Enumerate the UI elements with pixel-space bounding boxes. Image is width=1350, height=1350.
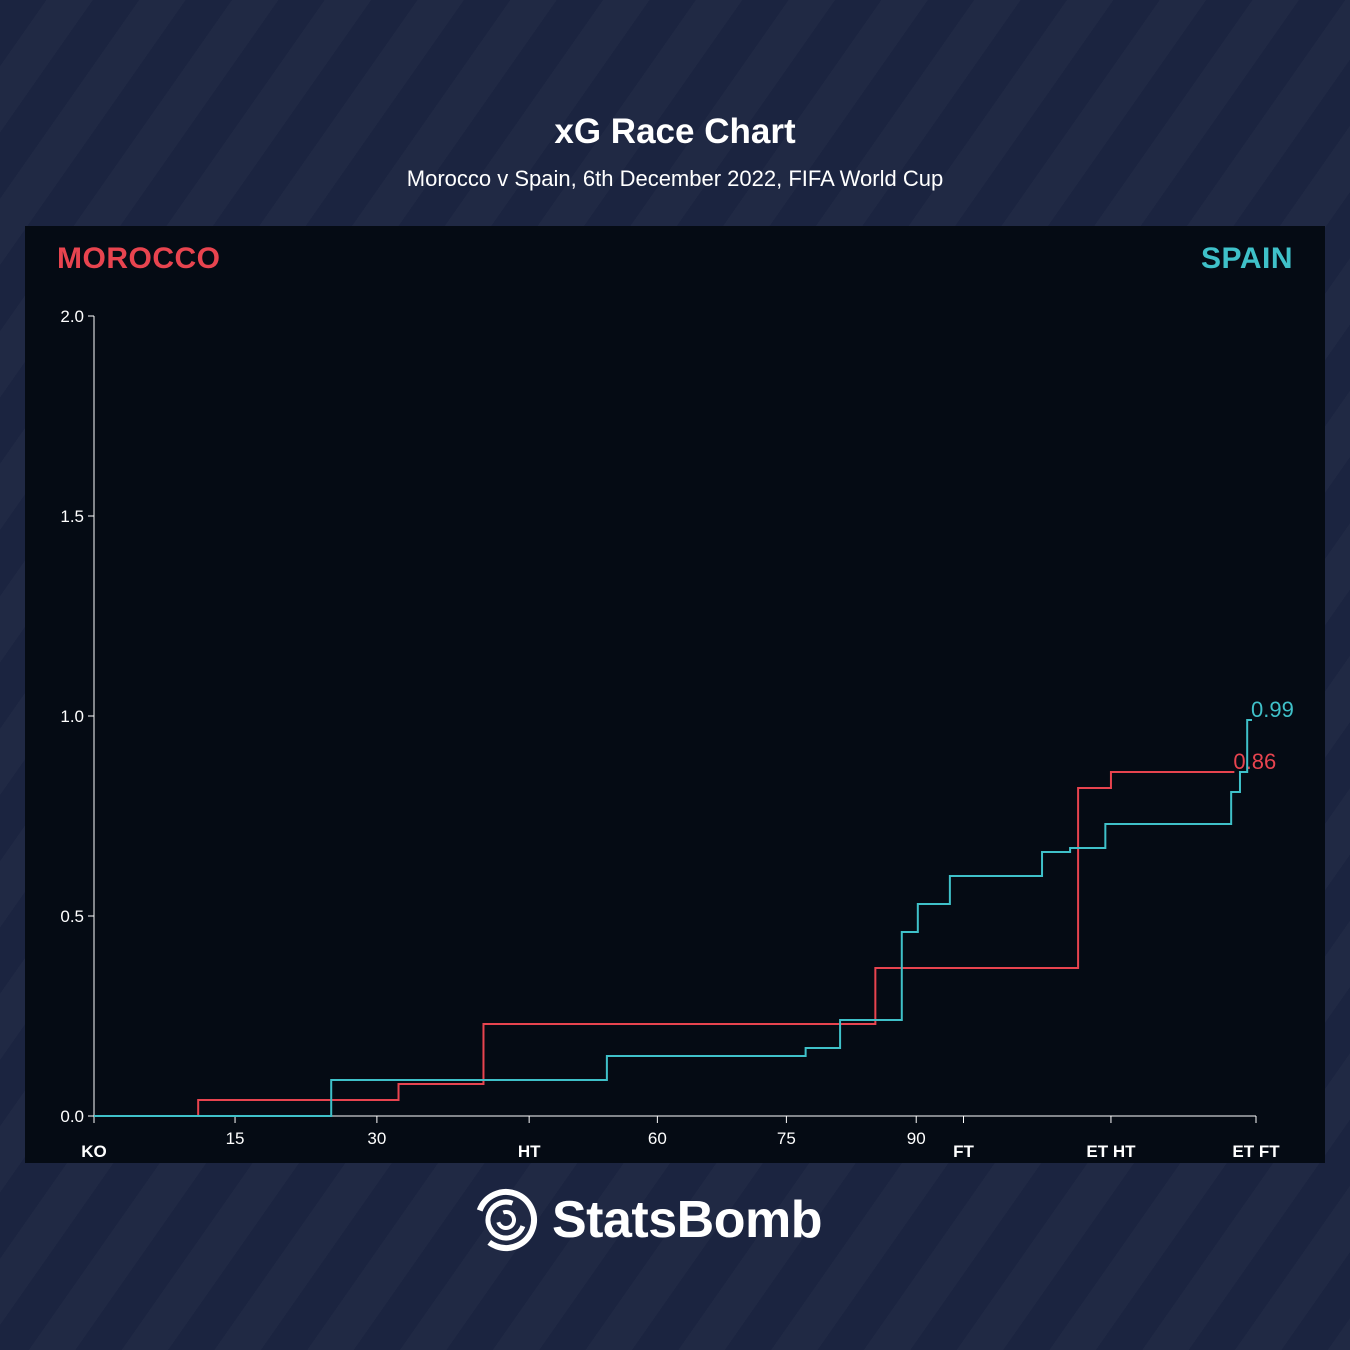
- period-label: KO: [81, 1142, 107, 1161]
- chart-title: xG Race Chart: [554, 112, 796, 151]
- final-value-label-morocco: 0.86: [1233, 749, 1276, 774]
- chart-subtitle: Morocco v Spain, 6th December 2022, FIFA…: [406, 166, 944, 191]
- period-label: ET HT: [1086, 1142, 1136, 1161]
- statsbomb-logo: StatsBomb: [474, 1188, 822, 1252]
- x-tick-label: 30: [367, 1129, 386, 1148]
- chart-panel: [25, 226, 1325, 1163]
- team-label-spain: SPAIN: [1201, 242, 1293, 275]
- final-value-label-spain: 0.99: [1251, 697, 1294, 722]
- y-tick-label: 0.5: [60, 907, 84, 926]
- x-tick-label: 90: [907, 1129, 926, 1148]
- team-label-morocco: MOROCCO: [57, 242, 221, 275]
- period-label: ET FT: [1232, 1142, 1280, 1161]
- y-tick-label: 2.0: [60, 307, 84, 326]
- statsbomb-wordmark: StatsBomb: [552, 1191, 822, 1249]
- x-tick-label: 15: [226, 1129, 245, 1148]
- x-tick-label: 60: [648, 1129, 667, 1148]
- period-label: HT: [518, 1142, 541, 1161]
- y-tick-label: 1.0: [60, 707, 84, 726]
- x-tick-label: 75: [777, 1129, 796, 1148]
- period-label: FT: [953, 1142, 974, 1161]
- statsbomb-logo-icon: [475, 1189, 537, 1251]
- y-tick-label: 0.0: [60, 1107, 84, 1126]
- series-line-spain: [94, 719, 1252, 1117]
- series-line-morocco: [94, 771, 1235, 1117]
- y-tick-label: 1.5: [60, 507, 84, 526]
